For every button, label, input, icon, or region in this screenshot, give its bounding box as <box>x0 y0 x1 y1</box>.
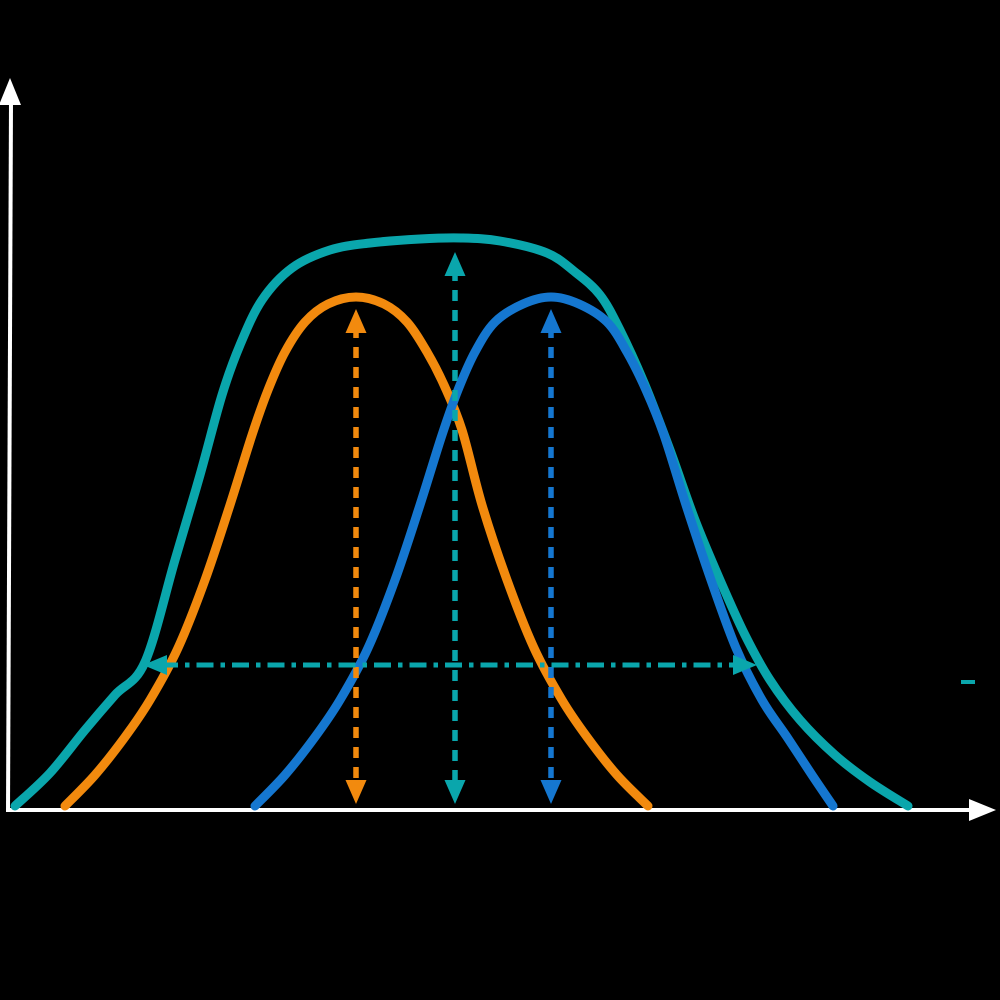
width-arrow <box>143 655 757 675</box>
peak-arrow-center <box>444 252 466 804</box>
right-narrow-curve <box>250 292 838 811</box>
combined-wide-curve <box>10 233 913 811</box>
peak-arrow-left <box>345 309 367 804</box>
peak-arrow-right <box>540 309 562 804</box>
y-axis <box>0 78 21 813</box>
x-axis <box>8 799 996 821</box>
left-narrow-curve <box>60 292 653 811</box>
